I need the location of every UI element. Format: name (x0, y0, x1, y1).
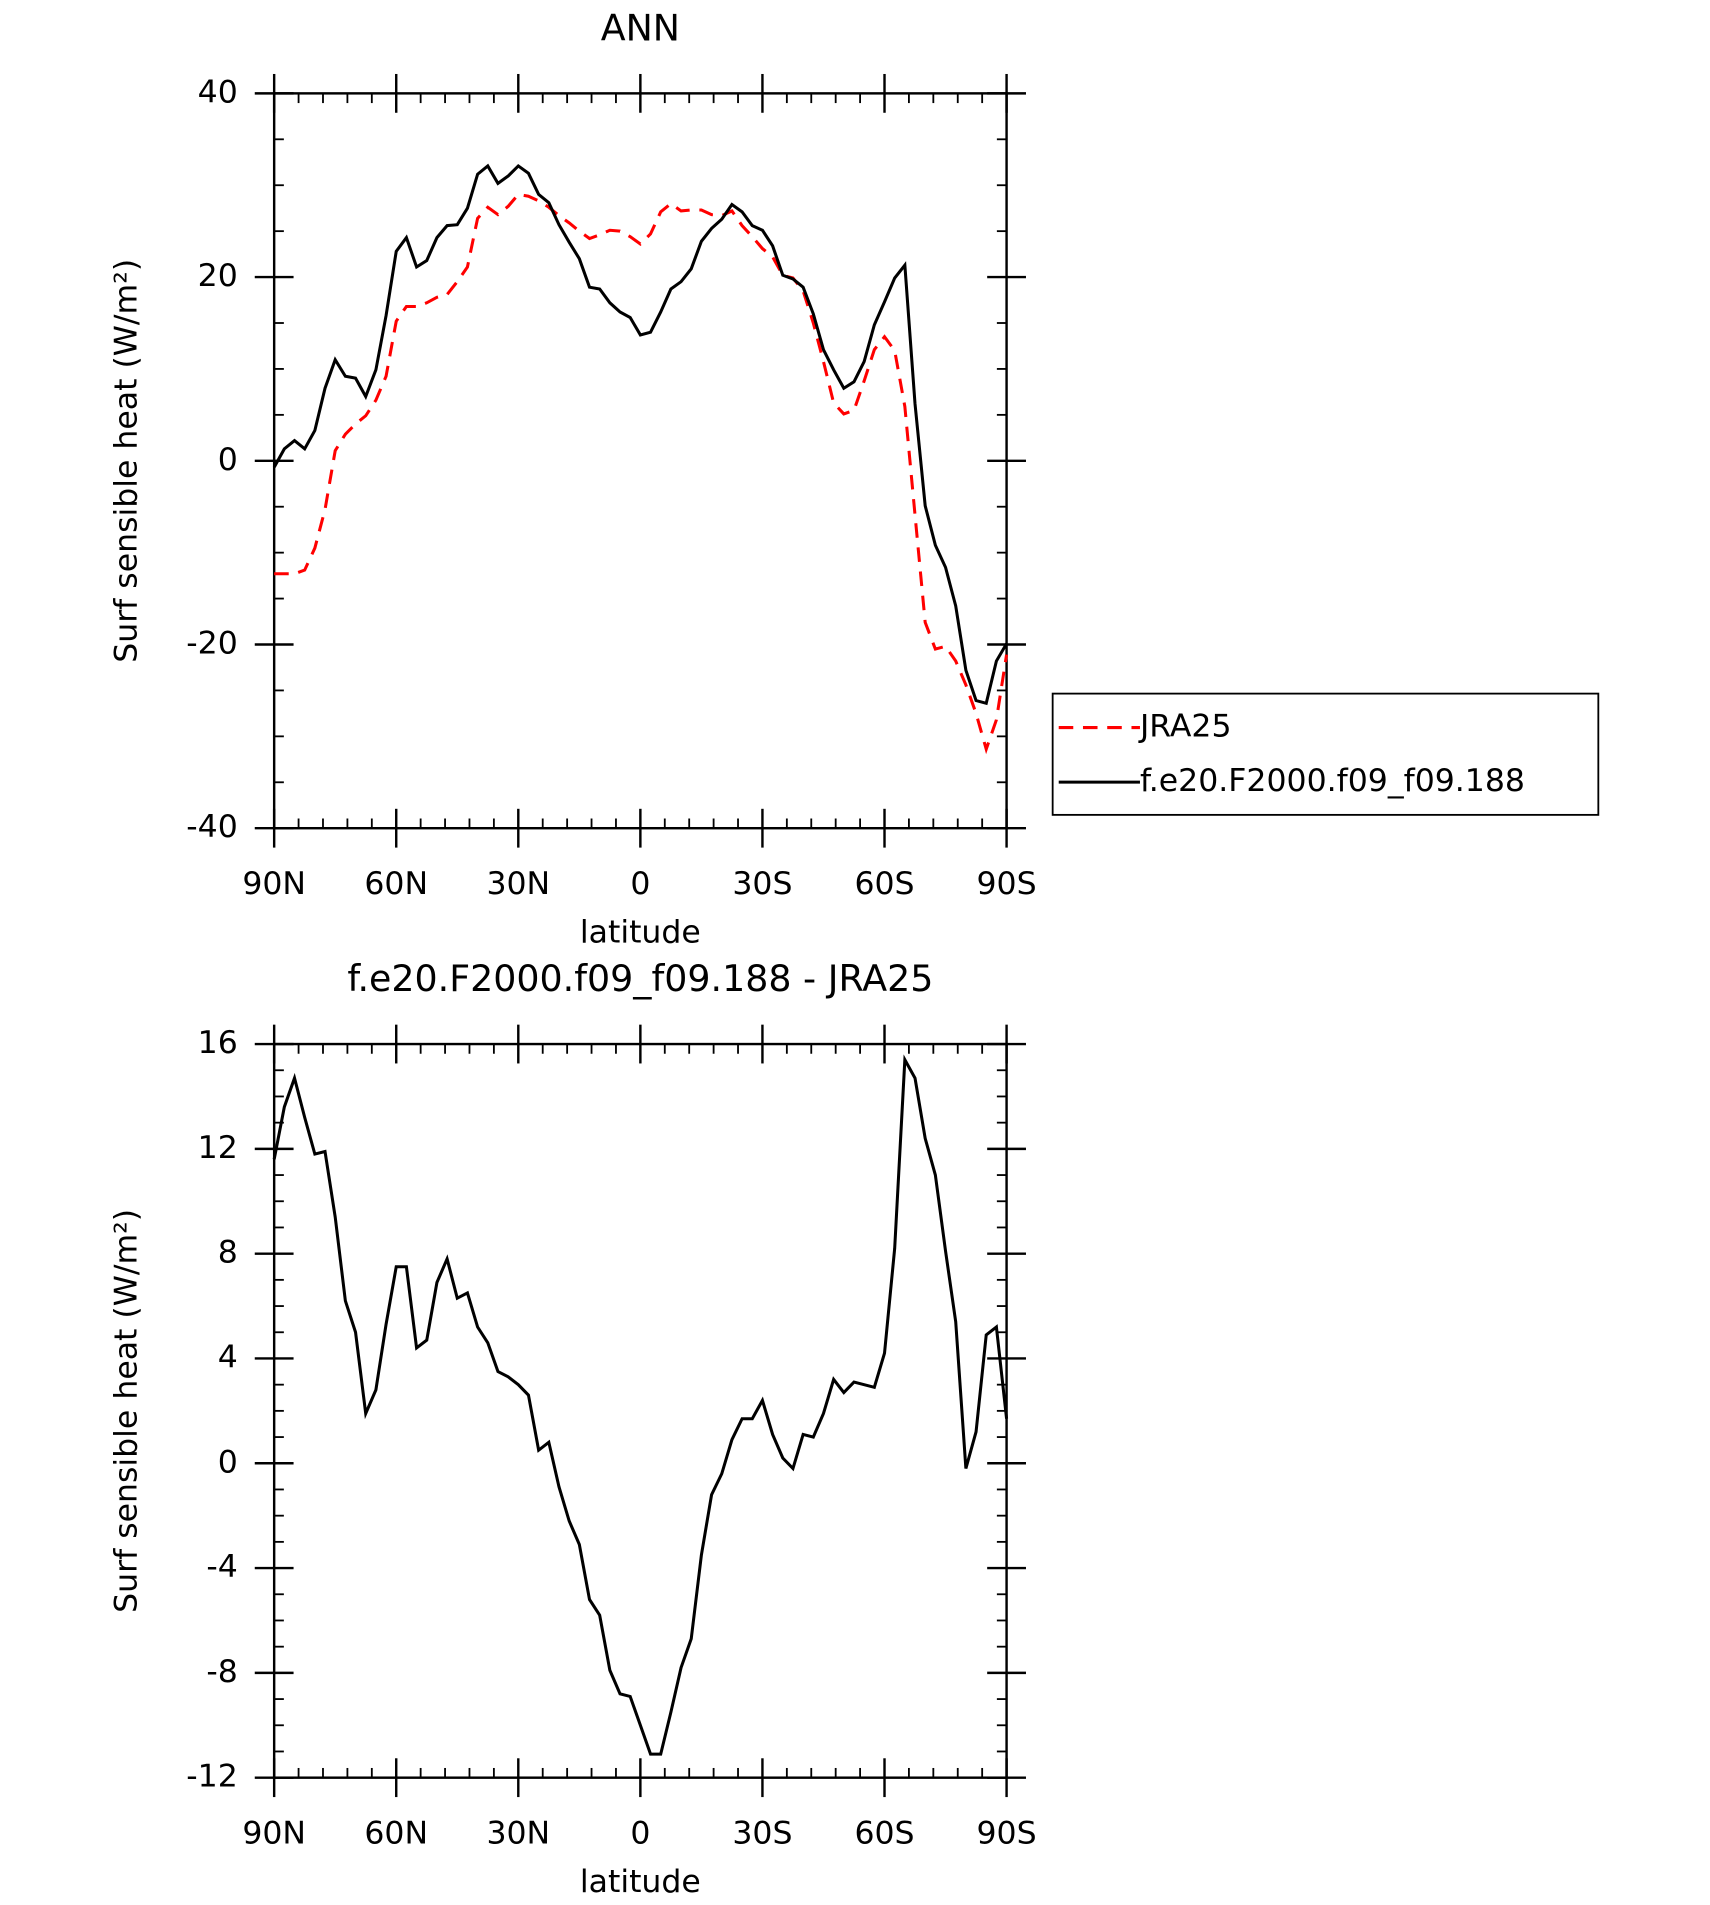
plot-frame (272, 1042, 1008, 1779)
x-tick-label: 90S (977, 1816, 1037, 1852)
chart: f.e20.F2000.f09_f09.188 - JRA25 latitude S… (108, 957, 1036, 1900)
x-tick-label: 30N (486, 866, 550, 902)
chart-title: f.e20.F2000.f09_f09.188 - JRA25 (347, 957, 933, 1000)
y-tick-label: 12 (198, 1130, 238, 1166)
chart: ANN latitude Surf sensible heat (W/m²) -40 -… (108, 6, 1600, 951)
y-tick-label: 40 (198, 74, 238, 110)
x-tick-label: 0 (630, 866, 650, 902)
y-tick-label: 4 (218, 1339, 238, 1375)
y-tick-label: 20 (198, 258, 238, 294)
data-line (274, 192, 1009, 755)
x-axis-label: latitude (580, 915, 701, 951)
x-tick-label: 90N (242, 866, 306, 902)
data-line (272, 1054, 1009, 1756)
y-tick-label: 8 (218, 1235, 238, 1271)
y-tick-label: 0 (218, 442, 238, 478)
x-tick-label: 30S (732, 1816, 792, 1852)
x-axis-label: latitude (580, 1864, 701, 1900)
x-tick-label: 0 (630, 1816, 650, 1852)
x-tick-label: 60S (854, 1816, 914, 1852)
y-tick-label: 0 (218, 1444, 238, 1480)
legend-label: JRA25 (1138, 709, 1232, 745)
y-tick-label: -20 (186, 625, 237, 661)
x-tick-label: 60N (364, 866, 428, 902)
legend-label: f.e20.F2000.f09_f09.188 (1140, 763, 1525, 799)
y-tick-label: -4 (206, 1549, 237, 1585)
x-tick-label: 90N (242, 1816, 306, 1852)
y-tick-label: -40 (186, 809, 237, 845)
x-tick-label: 60N (364, 1816, 428, 1852)
x-tick-label: 30N (486, 1816, 550, 1852)
x-tick-label: 90S (977, 866, 1037, 902)
y-tick-label: -12 (186, 1759, 237, 1795)
y-tick-label: -8 (206, 1654, 237, 1690)
y-tick-label: 16 (198, 1025, 238, 1061)
x-tick-label: 60S (854, 866, 914, 902)
plot-frame (272, 92, 1008, 830)
data-line (272, 163, 1008, 706)
legend-box (1051, 692, 1600, 816)
y-axis-label: Surf sensible heat (W/m²) (108, 1209, 144, 1613)
y-axis-label: Surf sensible heat (W/m²) (108, 259, 144, 663)
x-tick-label: 30S (732, 866, 792, 902)
chart-title: ANN (601, 6, 680, 49)
